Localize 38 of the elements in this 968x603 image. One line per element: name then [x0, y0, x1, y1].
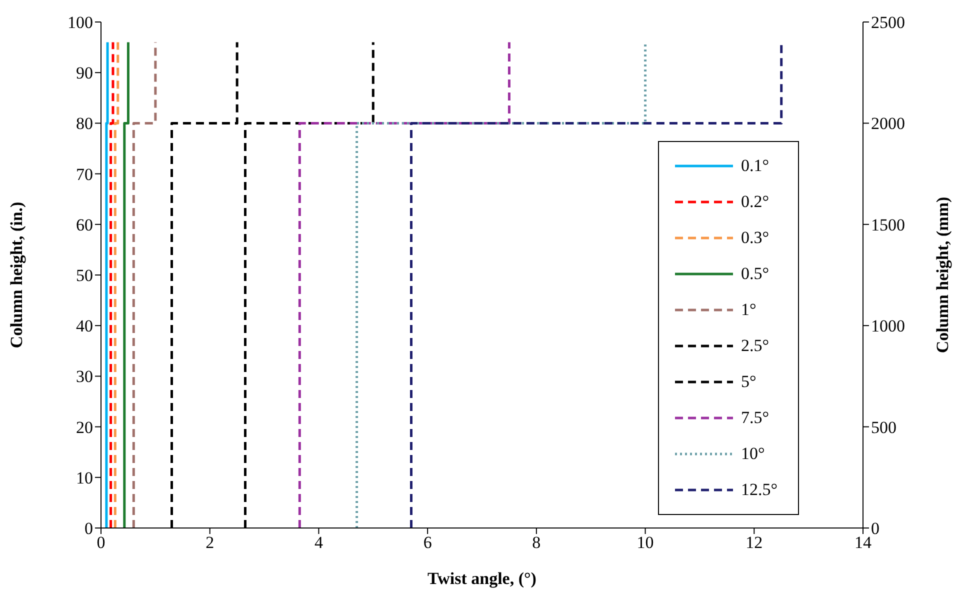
legend-label: 12.5°	[741, 480, 778, 500]
y-tick-label: 100	[68, 13, 93, 32]
y-tick-label: 80	[76, 114, 93, 134]
legend-label: 0.1°	[741, 156, 770, 176]
x-tick-label: 6	[423, 533, 432, 552]
y-tick-label: 70	[76, 164, 93, 184]
y-tick-label: 10	[76, 468, 93, 488]
y-tick-label: 0	[84, 519, 93, 538]
y2-tick-label: 2000	[871, 114, 905, 134]
x-tick-label: 12	[746, 533, 763, 552]
y2-tick-label: 1500	[871, 215, 905, 234]
y2-axis-title: Column height, (mm)	[933, 196, 952, 354]
y-tick-label: 90	[76, 64, 93, 83]
y-tick-label: 40	[76, 316, 93, 336]
y2-tick-label: 2500	[871, 13, 905, 32]
y2-tick-label: 1000	[871, 316, 905, 336]
y-tick-label: 20	[76, 418, 93, 437]
legend-label: 7.5°	[741, 408, 770, 428]
legend-label: 0.3°	[741, 228, 770, 248]
x-tick-label: 8	[532, 533, 541, 552]
y-tick-label: 50	[76, 266, 93, 286]
y-axis-title: Column height, (in.)	[7, 202, 26, 348]
x-tick-label: 10	[636, 533, 654, 552]
legend-label: 0.2°	[741, 192, 770, 212]
legend-label: 1°	[741, 300, 756, 320]
x-axis-title: Twist angle, (°)	[428, 569, 536, 588]
legend-label: 2.5°	[741, 336, 770, 356]
y2-tick-label: 500	[871, 418, 896, 437]
y-tick-label: 60	[76, 215, 93, 234]
x-tick-label: 4	[314, 533, 324, 552]
x-tick-label: 14	[854, 533, 872, 552]
y2-tick-label: 0	[871, 519, 880, 538]
x-tick-label: 0	[96, 533, 106, 552]
legend-label: 0.5°	[741, 264, 770, 284]
legend-label: 5°	[741, 372, 756, 392]
legend-label: 10°	[741, 444, 765, 464]
x-tick-label: 2	[206, 533, 214, 552]
y-tick-label: 30	[76, 367, 93, 386]
